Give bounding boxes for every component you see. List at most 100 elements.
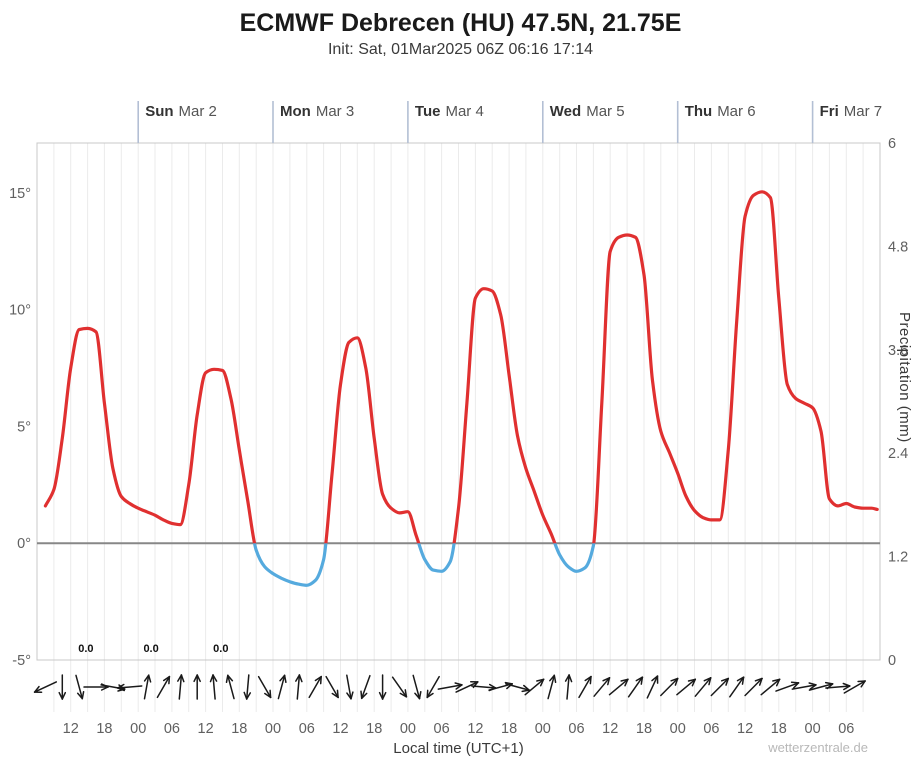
wind-arrow <box>437 682 463 690</box>
watermark: wetterzentrale.de <box>768 740 868 755</box>
wind-arrow <box>694 677 712 697</box>
y-right-tick-label: 6 <box>888 136 896 152</box>
day-header-label: Tue Mar 4 <box>415 103 484 120</box>
precip-annotations: 0.0 0.0 0.0 <box>78 643 228 655</box>
x-tick-label: 06 <box>568 721 584 737</box>
wind-arrow <box>156 675 171 699</box>
wind-arrow <box>426 675 440 699</box>
wind-arrow <box>295 674 303 700</box>
y-left-tick-label: 15° <box>9 186 31 202</box>
x-tick-label: 00 <box>670 721 686 737</box>
wind-arrow <box>547 674 557 700</box>
wind-arrow <box>325 675 339 699</box>
y-left-tick-label: -5° <box>12 653 31 669</box>
chart-title: ECMWF Debrecen (HU) 47.5N, 21.75E <box>239 9 682 37</box>
x-tick-label: 12 <box>737 721 753 737</box>
x-tick-label: 12 <box>602 721 618 737</box>
wind-arrow <box>143 674 152 700</box>
x-tick-labels: 12 18 00 06 12 18 00 06 12 18 00 06 12 18 00 06 12 18 00 06… <box>63 721 855 737</box>
y-right-tick-label: 0 <box>888 653 896 669</box>
wind-arrow <box>225 674 235 700</box>
wind-arrow <box>257 675 272 699</box>
wind-arrow <box>775 681 800 692</box>
day-header-label: Thu Mar 6 <box>685 103 756 120</box>
chart-subtitle: Init: Sat, 01Mar2025 06Z 06:16 17:14 <box>327 41 594 58</box>
y-left-tick-label: 0° <box>17 536 31 552</box>
y-right-tick-label: 4.8 <box>888 239 908 255</box>
x-tick-label: 18 <box>771 721 787 737</box>
x-tick-label: 06 <box>164 721 180 737</box>
x-axis-title: Local time (UTC+1) <box>393 740 524 757</box>
day-header-label: Wed Mar 5 <box>550 103 625 120</box>
precip-amount-label: 0.0 <box>78 643 93 655</box>
wind-arrow <box>58 674 67 700</box>
wind-arrow <box>791 682 817 690</box>
y-right-tick-label: 2.4 <box>888 446 908 462</box>
wind-arrow <box>578 675 592 699</box>
wind-arrow <box>308 675 322 699</box>
wind-arrow <box>843 680 866 694</box>
temperature-curve-above-zero <box>43 190 879 544</box>
x-tick-label: 18 <box>501 721 517 737</box>
x-tick-label: 00 <box>400 721 416 737</box>
wind-arrow <box>243 674 252 700</box>
day-headers: Sun Mar 2 Mon Mar 3 Tue Mar 4 Wed Mar 5 Thu Mar 6… <box>137 101 883 143</box>
wind-arrow <box>505 683 530 693</box>
day-header-label: Mon Mar 3 <box>280 103 354 120</box>
wind-arrow <box>744 677 763 697</box>
wind-arrow <box>564 674 573 700</box>
wind-arrow <box>627 676 644 698</box>
wind-arrow <box>412 674 422 700</box>
wind-arrows <box>33 674 866 700</box>
wind-arrow <box>378 674 387 700</box>
wind-arrow <box>660 677 679 697</box>
wind-arrow <box>391 676 408 698</box>
precip-amount-label: 0.0 <box>213 643 228 655</box>
precip-amount-label: 0.0 <box>143 643 158 655</box>
x-tick-label: 06 <box>838 721 854 737</box>
wind-arrow <box>825 682 851 691</box>
wind-arrow <box>729 676 745 698</box>
wind-arrow <box>33 681 58 693</box>
y-left-tick-label: 5° <box>17 420 31 436</box>
x-tick-label: 06 <box>434 721 450 737</box>
x-tick-label: 00 <box>535 721 551 737</box>
wind-arrow <box>209 674 218 700</box>
wind-arrow <box>277 674 287 700</box>
wind-arrow <box>193 674 201 700</box>
y-left-tick-label: 10° <box>9 303 31 319</box>
x-tick-label: 12 <box>332 721 348 737</box>
x-tick-label: 00 <box>805 721 821 737</box>
x-tick-label: 18 <box>366 721 382 737</box>
wind-arrow <box>524 678 545 696</box>
x-tick-label: 00 <box>130 721 146 737</box>
wind-arrow <box>646 675 659 699</box>
x-tick-label: 00 <box>265 721 281 737</box>
wind-arrow <box>75 674 85 700</box>
y-axis-right-title: Precipitation (mm) <box>896 312 913 443</box>
x-tick-label: 18 <box>231 721 247 737</box>
grid-lines <box>53 143 864 712</box>
x-tick-label: 12 <box>63 721 79 737</box>
day-header-label: Fri Mar 7 <box>820 103 883 120</box>
x-tick-label: 12 <box>198 721 214 737</box>
temperature-curve-below-zero <box>252 543 596 587</box>
x-tick-label: 12 <box>467 721 483 737</box>
wind-arrow <box>710 677 730 697</box>
y-right-tick-labels: 6 4.8 3.6 2.4 1.2 0 <box>888 136 908 669</box>
x-tick-label: 18 <box>96 721 112 737</box>
y-right-tick-label: 1.2 <box>888 550 908 566</box>
wind-arrow <box>346 674 354 700</box>
x-tick-label: 06 <box>299 721 315 737</box>
wind-arrow <box>177 674 185 700</box>
wind-arrow <box>117 683 143 692</box>
wind-arrow <box>608 678 629 696</box>
x-tick-label: 06 <box>703 721 719 737</box>
y-right-tick-label: 3.6 <box>888 343 908 359</box>
wind-arrow <box>676 678 697 696</box>
day-header-label: Sun Mar 2 <box>145 103 217 120</box>
x-tick-label: 18 <box>636 721 652 737</box>
y-left-tick-labels: 15° 10° 5° 0° -5° <box>9 186 31 669</box>
